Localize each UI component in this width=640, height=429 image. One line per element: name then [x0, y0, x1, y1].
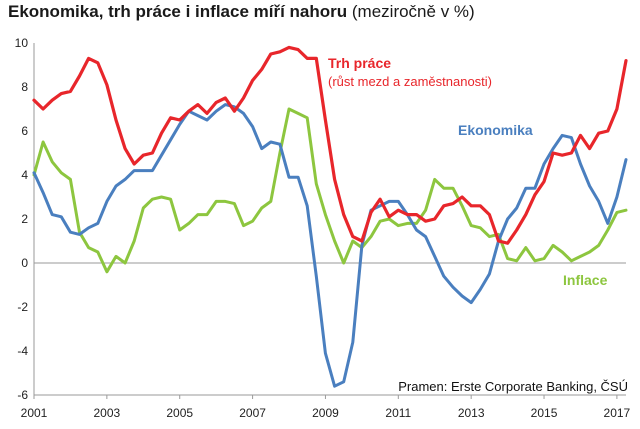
y-tick-label: 6 [21, 124, 28, 138]
legend-label-trh-prace: Trh práce [328, 55, 391, 71]
y-tick-label: 0 [21, 256, 28, 270]
x-tick-label: 2013 [458, 406, 485, 420]
ekonomika-line [32, 103, 628, 388]
y-tick-label: 2 [21, 212, 28, 226]
x-tick-label: 2009 [312, 406, 339, 420]
x-tick-label: 2001 [21, 406, 48, 420]
x-tick-label: 2011 [385, 406, 411, 420]
y-tick-label: 4 [21, 168, 28, 182]
y-tick-label: 8 [21, 80, 28, 94]
y-tick-label: -4 [17, 344, 28, 358]
x-tick-label: 2003 [94, 406, 121, 420]
x-tick-label: 2005 [166, 406, 193, 420]
chart-title-bold: Ekonomika, trh práce i inflace míří naho… [8, 2, 348, 21]
legend-label-ekonomika: Ekonomika [458, 122, 533, 138]
x-tick-label: 2007 [239, 406, 266, 420]
y-tick-label: -2 [17, 300, 28, 314]
x-tick-label: 2017 [604, 406, 631, 420]
legend-label-inflace: Inflace [563, 272, 608, 288]
x-tick-label: 2015 [531, 406, 558, 420]
source-note: Pramen: Erste Corporate Banking, ČSÚ [398, 379, 628, 394]
chart-title: Ekonomika, trh práce i inflace míří naho… [8, 2, 475, 22]
y-tick-label: 10 [15, 36, 29, 50]
y-tick-label: -6 [17, 388, 28, 402]
inflace-line [32, 107, 628, 274]
trh-prace-line [32, 45, 628, 245]
chart-title-unit: (meziročně v %) [351, 2, 475, 21]
legend-sublabel-trh-prace: (růst mezd a zaměstnanosti) [328, 74, 492, 89]
